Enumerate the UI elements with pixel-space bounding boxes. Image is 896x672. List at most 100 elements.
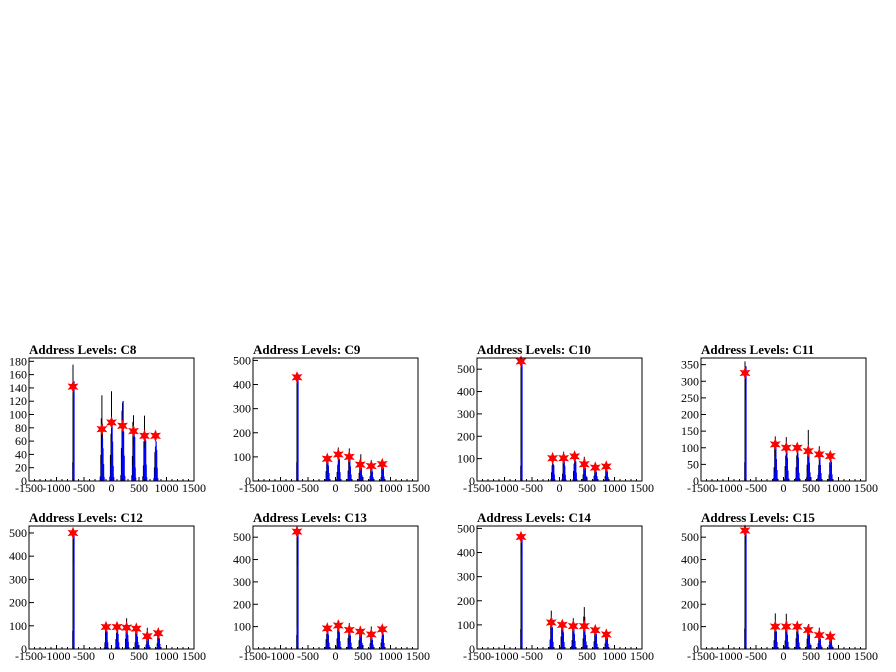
x-tick-label: -1500 xyxy=(15,481,43,495)
x-tick-label: 500 xyxy=(130,649,148,663)
y-tick-label: 100 xyxy=(9,408,27,422)
peak-marker xyxy=(791,620,803,633)
x-tick-label: -500 xyxy=(745,649,767,663)
peak-marker xyxy=(343,450,355,464)
smoothed-histogram-series xyxy=(72,381,159,481)
peak-marker xyxy=(291,525,303,538)
x-tick-label: -1500 xyxy=(463,649,491,663)
x-tick-label: 0 xyxy=(333,649,339,663)
peak-marker xyxy=(321,452,333,466)
y-tick-label: 200 xyxy=(233,597,251,611)
y-tick-label: 400 xyxy=(233,553,251,567)
x-tick-label: 1000 xyxy=(379,649,403,663)
y-tick-label: 300 xyxy=(233,575,251,589)
peak-marker xyxy=(824,630,836,643)
y-tick-label: 40 xyxy=(15,447,27,461)
x-tick-label: -1000 xyxy=(491,481,519,495)
peak-marker xyxy=(130,622,142,635)
x-tick-label: -500 xyxy=(745,481,767,495)
x-tick-label: 0 xyxy=(557,481,563,495)
y-tick-label: 0 xyxy=(693,474,699,488)
y-tick-label: 500 xyxy=(457,521,475,535)
y-tick-label: 500 xyxy=(233,530,251,544)
x-tick-label: -1500 xyxy=(15,649,43,663)
x-tick-label: 0 xyxy=(109,649,115,663)
x-tick-label: 1500 xyxy=(182,481,206,495)
y-tick-label: 100 xyxy=(233,620,251,634)
peak-marker xyxy=(589,461,601,474)
peak-marker xyxy=(515,355,527,368)
peak-marker xyxy=(547,451,559,465)
plot-frame xyxy=(476,525,643,650)
peak-marker xyxy=(824,449,836,463)
peak-marker xyxy=(802,623,814,637)
y-tick-label: 400 xyxy=(681,553,699,567)
peak-marker xyxy=(739,524,751,537)
y-tick-label: 0 xyxy=(469,642,475,656)
peak-marker xyxy=(365,628,377,641)
peak-marker xyxy=(813,628,825,642)
peak-marker xyxy=(141,629,153,643)
peak-marker xyxy=(117,419,128,433)
y-tick-label: 200 xyxy=(457,429,475,443)
x-tick-label: 500 xyxy=(802,481,820,495)
peak-marker xyxy=(813,448,825,461)
y-tick-label: 300 xyxy=(681,575,699,589)
x-tick-label: -500 xyxy=(297,481,319,495)
y-tick-label: 200 xyxy=(457,594,475,608)
y-tick-label: 200 xyxy=(681,597,699,611)
peak-marker xyxy=(121,621,133,634)
x-tick-label: 1500 xyxy=(182,649,206,663)
y-tick-label: 100 xyxy=(457,452,475,466)
y-tick-label: 20 xyxy=(15,461,27,475)
peak-marker xyxy=(291,370,303,384)
x-tick-label: -1000 xyxy=(715,649,743,663)
y-tick-label: 300 xyxy=(457,570,475,584)
peak-marker xyxy=(100,620,112,634)
y-tick-label: 200 xyxy=(9,596,27,610)
y-tick-label: 120 xyxy=(9,394,27,408)
x-tick-label: 0 xyxy=(109,481,115,495)
peak-marker xyxy=(67,526,79,540)
x-tick-label: -1000 xyxy=(267,649,295,663)
y-tick-label: 100 xyxy=(681,441,699,455)
peak-marker xyxy=(545,616,557,629)
panel-title: Address Levels: C15 xyxy=(701,510,815,525)
y-tick-label: 400 xyxy=(233,378,251,392)
y-tick-label: 400 xyxy=(457,546,475,560)
peak-marker xyxy=(569,450,581,463)
plot-frame xyxy=(252,525,419,650)
peak-marker xyxy=(343,623,355,637)
panel-title: Address Levels: C11 xyxy=(701,342,814,357)
x-tick-label: -1500 xyxy=(239,649,267,663)
panel-8: Address Levels: C15 -1500 -1000 -500 0 500 100… xyxy=(681,510,878,663)
x-tick-label: 1500 xyxy=(854,649,878,663)
x-tick-label: 1000 xyxy=(827,649,851,663)
plot-frame xyxy=(476,357,643,482)
panel-title: Address Levels: C9 xyxy=(253,342,361,357)
x-tick-label: -1000 xyxy=(43,481,71,495)
y-tick-label: 150 xyxy=(681,424,699,438)
plot-frame xyxy=(252,357,419,482)
peak-marker xyxy=(769,438,781,451)
x-tick-label: -500 xyxy=(73,649,95,663)
peak-marker xyxy=(780,441,792,455)
y-tick-label: 180 xyxy=(9,354,27,368)
peak-marker xyxy=(578,457,590,471)
x-tick-label: 500 xyxy=(354,481,372,495)
y-tick-label: 80 xyxy=(15,421,27,435)
smoothed-histogram-series xyxy=(520,535,610,649)
y-tick-label: 50 xyxy=(687,457,699,471)
x-tick-label: -1000 xyxy=(715,481,743,495)
x-tick-label: -1000 xyxy=(491,649,519,663)
x-tick-label: 500 xyxy=(354,649,372,663)
x-tick-label: 1500 xyxy=(630,649,654,663)
peak-marker xyxy=(150,429,161,443)
peak-marker xyxy=(332,448,344,461)
y-tick-label: 100 xyxy=(681,620,699,634)
panel-title: Address Levels: C13 xyxy=(253,510,367,525)
x-tick-label: -500 xyxy=(297,649,319,663)
x-tick-label: -1500 xyxy=(687,481,715,495)
x-tick-label: 1000 xyxy=(155,649,179,663)
